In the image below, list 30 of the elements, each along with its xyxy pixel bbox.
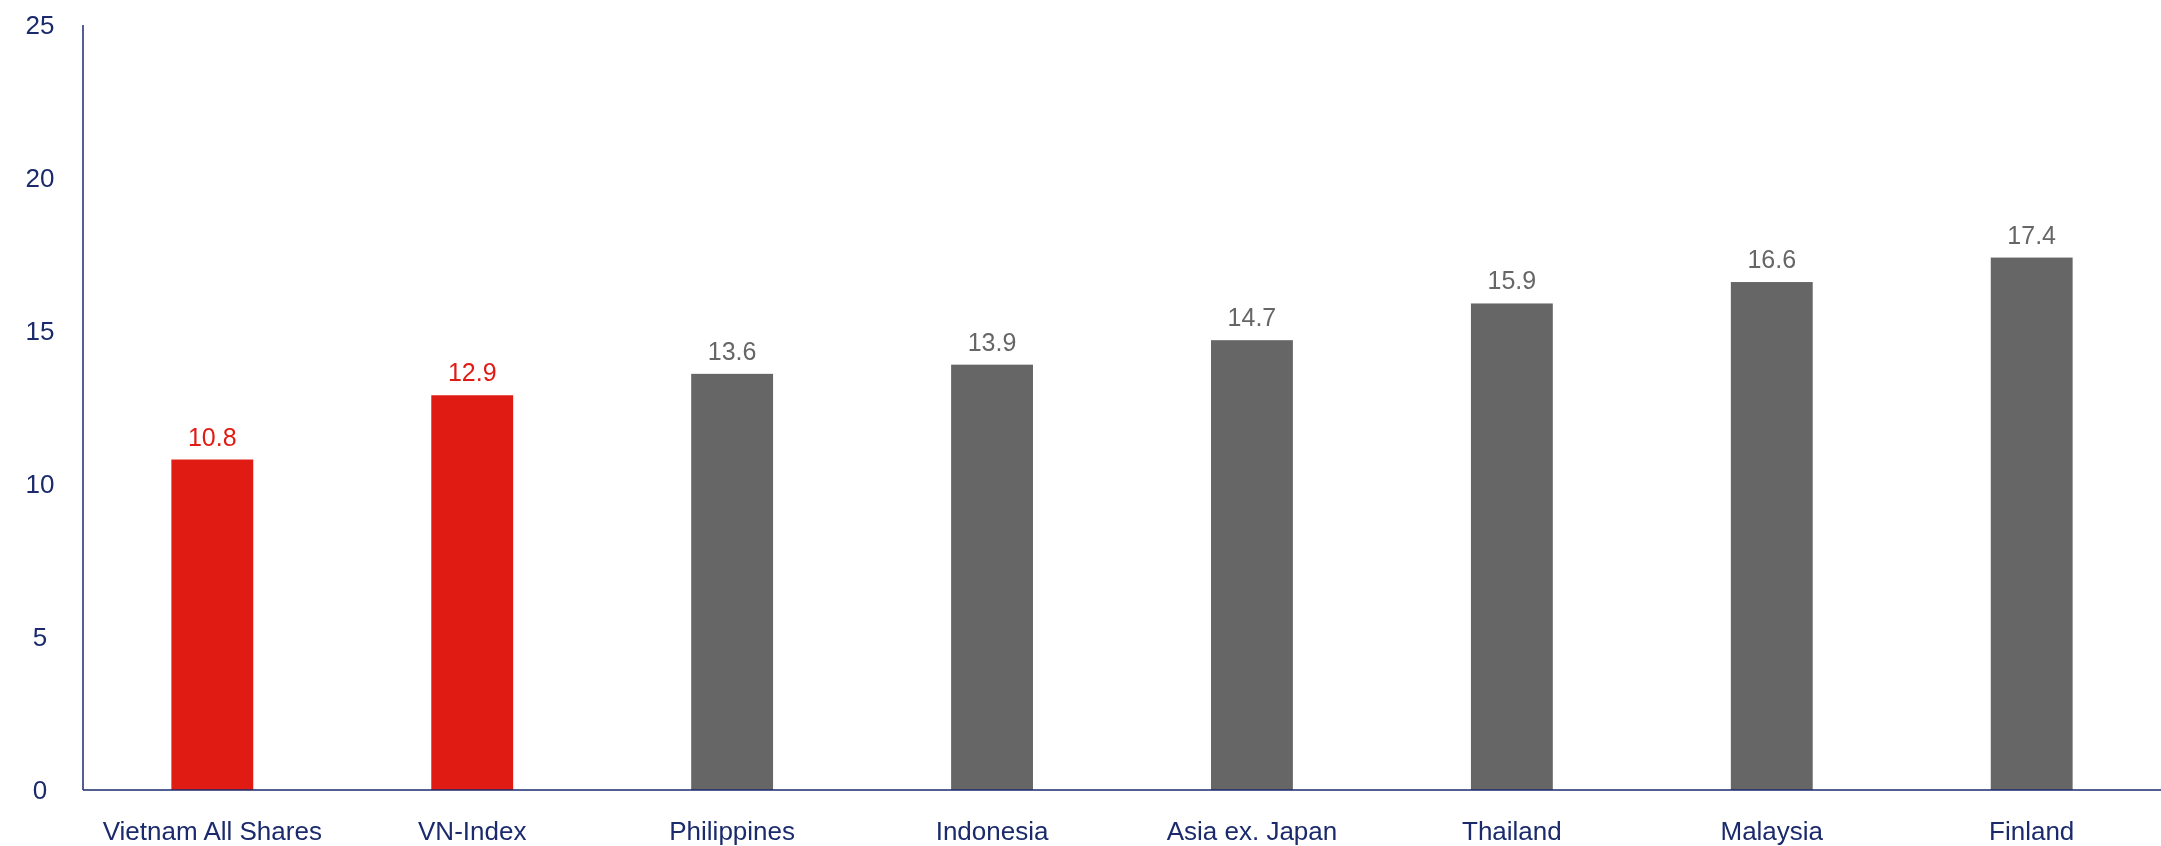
data-label: 14.7: [1227, 303, 1277, 332]
x-tick-label: Asia ex. Japan: [1166, 816, 1338, 846]
y-tick-label: 15: [25, 316, 55, 347]
bar: [1990, 257, 2073, 790]
data-label: 10.8: [187, 422, 237, 451]
data-label: 13.9: [967, 327, 1017, 356]
x-tick-label: Finland: [1989, 816, 2075, 846]
x-tick-label: Indonesia: [935, 816, 1049, 846]
x-tick-label: Vietnam All Shares: [102, 816, 322, 846]
y-tick-label: 0: [32, 775, 48, 806]
bar: [1730, 282, 1813, 790]
x-tick-label: VN-Index: [418, 816, 527, 846]
data-label: 15.9: [1487, 266, 1537, 295]
data-label: 16.6: [1747, 245, 1797, 274]
bar: [951, 364, 1033, 790]
x-tick-label: Philippines: [669, 816, 796, 846]
x-tick-label: Malaysia: [1720, 816, 1824, 846]
x-tick-label: Thailand: [1462, 816, 1562, 846]
data-label: 17.4: [2007, 220, 2057, 249]
bar: [1211, 340, 1293, 790]
data-label: 12.9: [447, 358, 497, 387]
bar: [171, 459, 254, 790]
bar: [431, 395, 514, 790]
bar: [691, 373, 774, 790]
y-tick-label: 5: [32, 622, 48, 653]
y-tick-label: 20: [25, 163, 55, 194]
y-tick-label: 25: [25, 10, 55, 41]
y-tick-label: 10: [25, 469, 55, 500]
data-label: 13.6: [707, 336, 757, 365]
bar: [1470, 303, 1553, 790]
